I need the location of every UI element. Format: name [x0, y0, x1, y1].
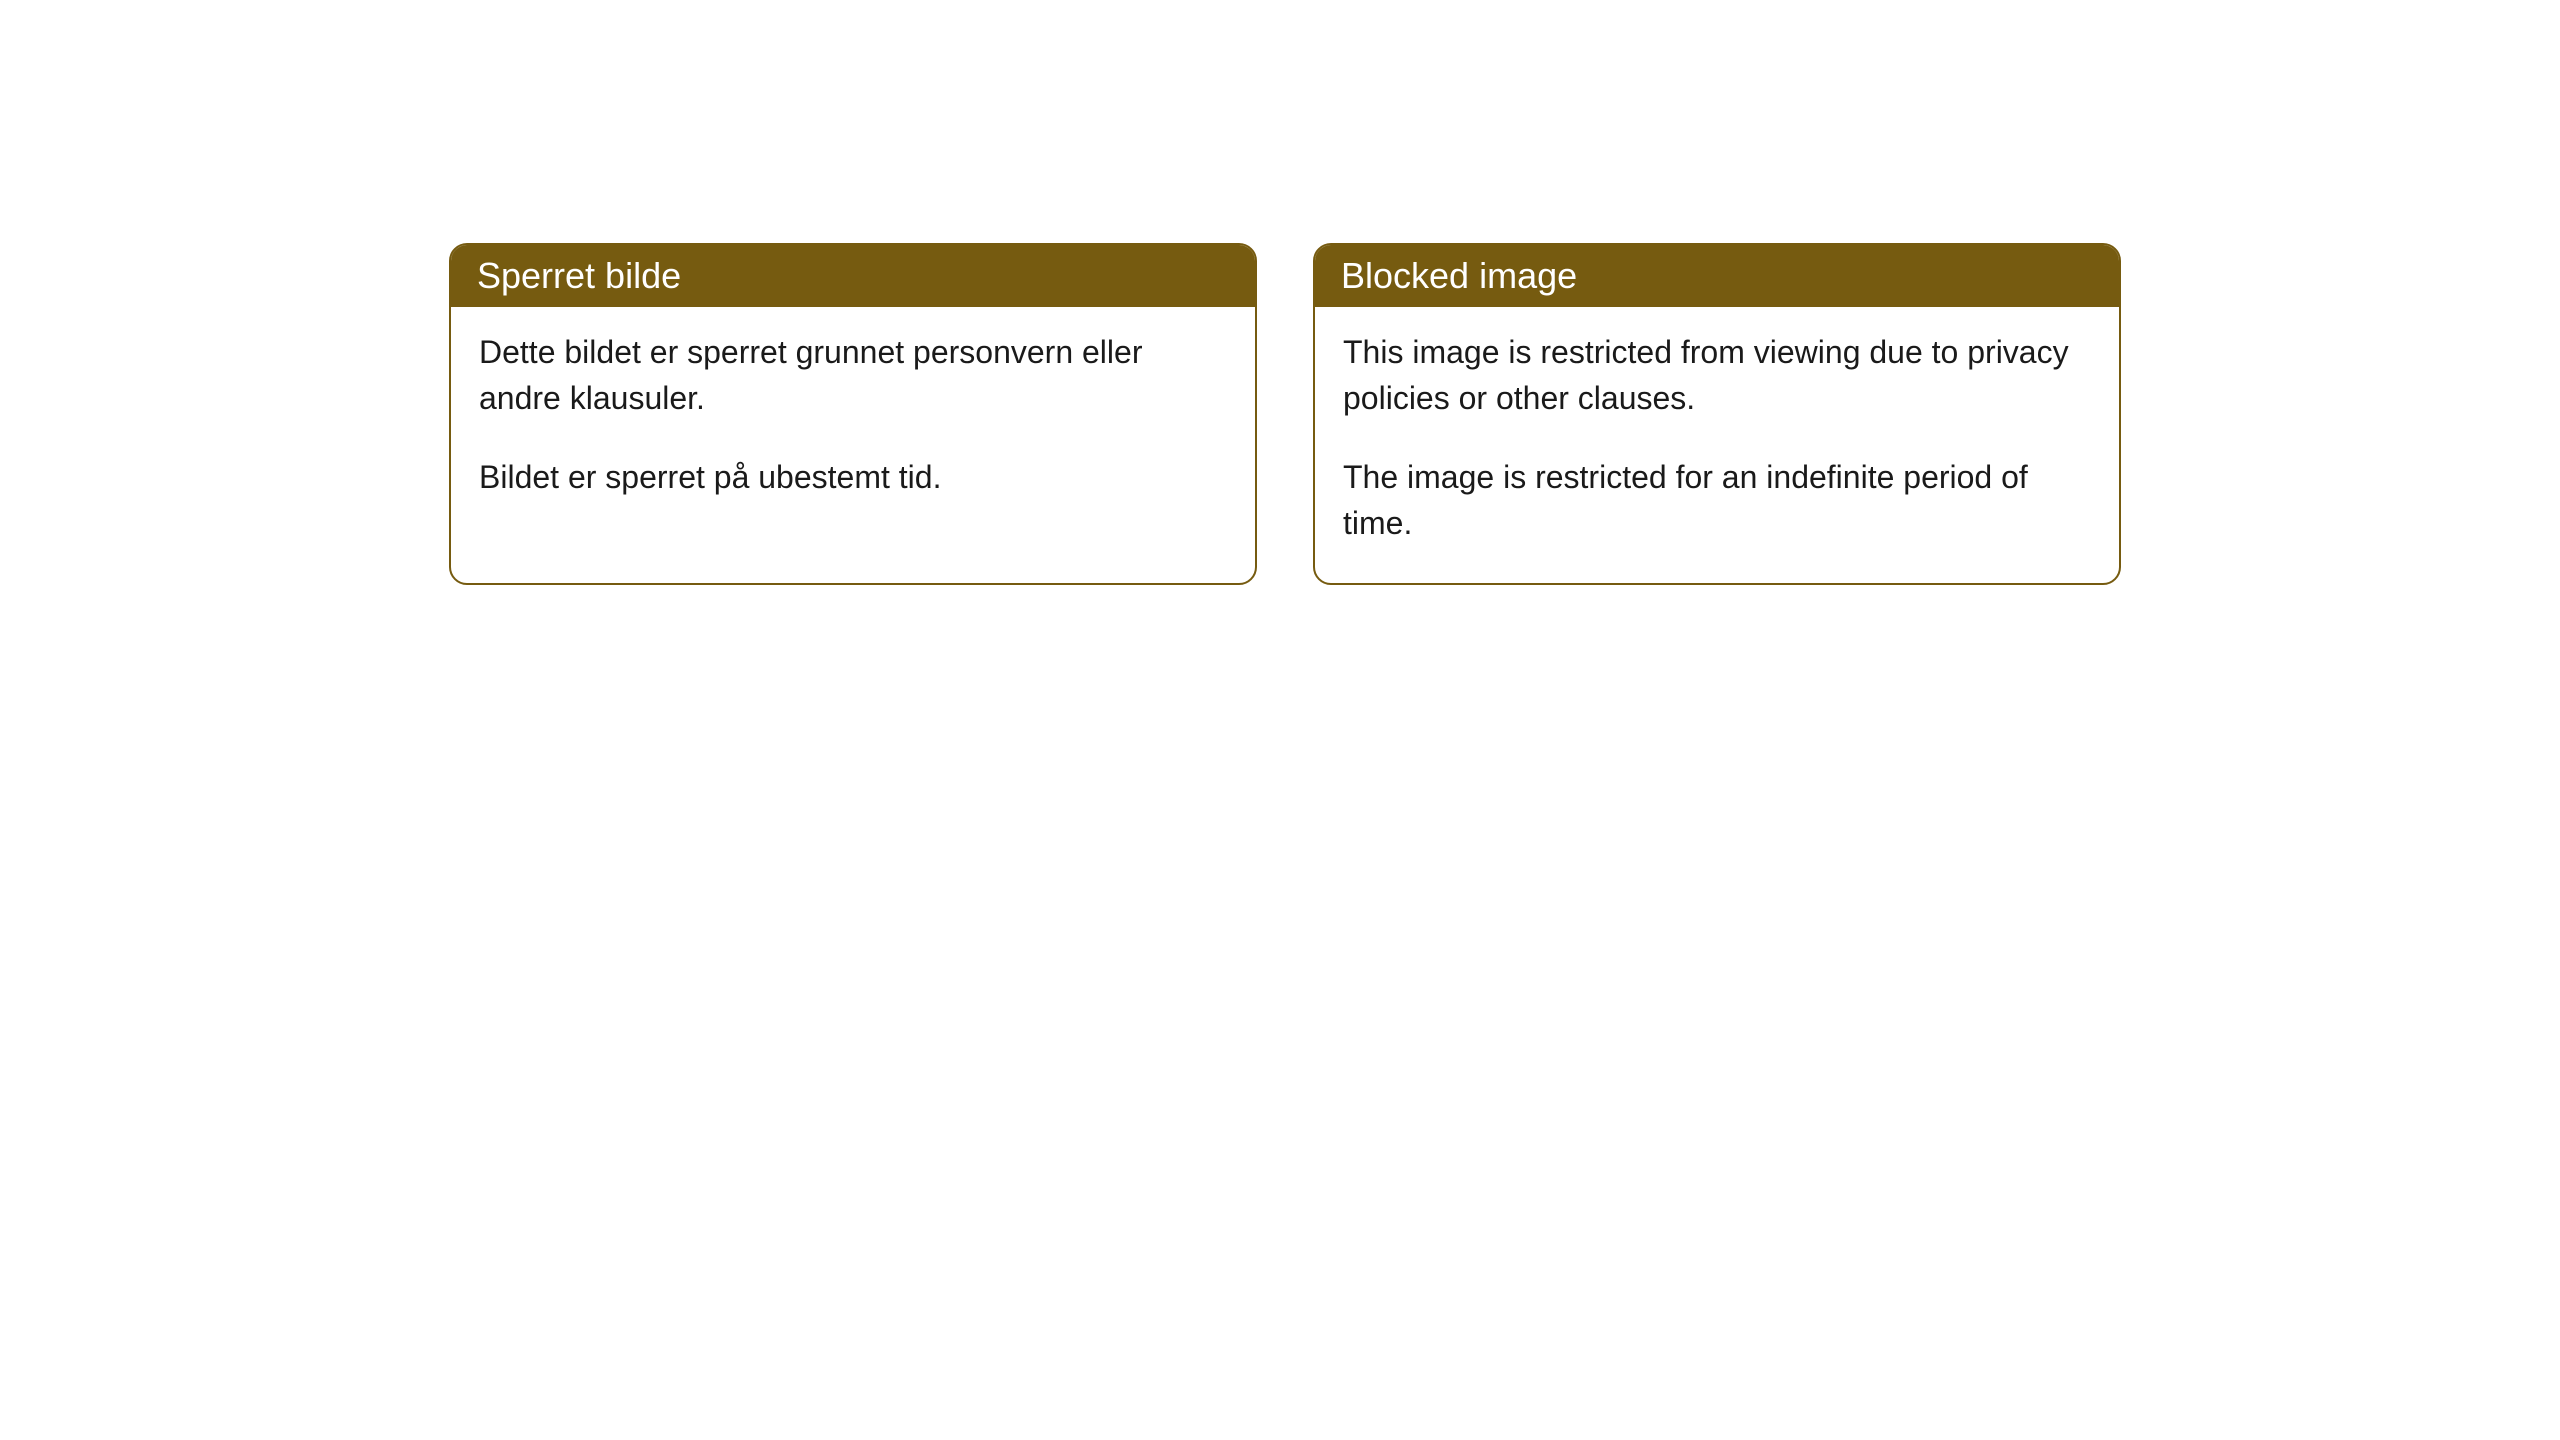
card-title: Sperret bilde — [477, 255, 681, 296]
card-paragraph: Bildet er sperret på ubestemt tid. — [479, 454, 1227, 500]
card-paragraph: Dette bildet er sperret grunnet personve… — [479, 329, 1227, 422]
card-paragraph: The image is restricted for an indefinit… — [1343, 454, 2091, 547]
card-header-norwegian: Sperret bilde — [451, 245, 1255, 307]
card-title: Blocked image — [1341, 255, 1577, 296]
card-body-english: This image is restricted from viewing du… — [1315, 307, 2119, 583]
card-body-norwegian: Dette bildet er sperret grunnet personve… — [451, 307, 1255, 536]
notice-cards-container: Sperret bilde Dette bildet er sperret gr… — [449, 243, 2121, 585]
card-header-english: Blocked image — [1315, 245, 2119, 307]
notice-card-norwegian: Sperret bilde Dette bildet er sperret gr… — [449, 243, 1257, 585]
card-paragraph: This image is restricted from viewing du… — [1343, 329, 2091, 422]
notice-card-english: Blocked image This image is restricted f… — [1313, 243, 2121, 585]
